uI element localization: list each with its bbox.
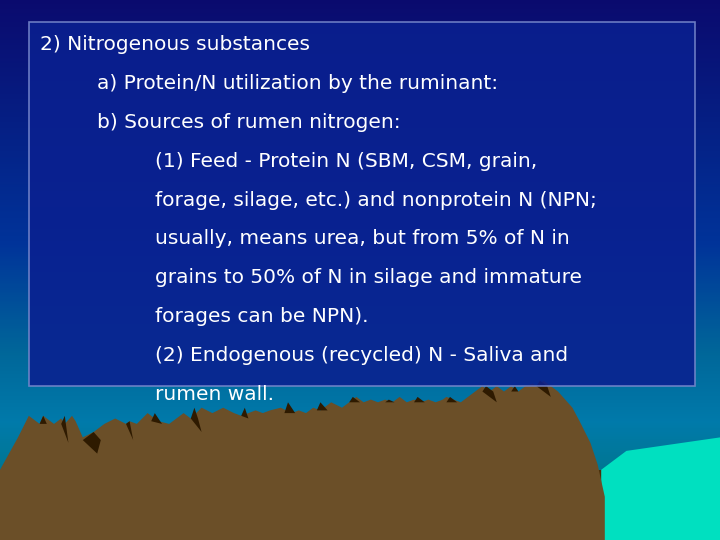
Polygon shape [126, 421, 133, 440]
Polygon shape [482, 386, 497, 402]
Polygon shape [511, 386, 518, 391]
Text: 2) Nitrogenous substances: 2) Nitrogenous substances [40, 35, 310, 54]
Polygon shape [284, 402, 295, 413]
Polygon shape [414, 397, 425, 402]
Polygon shape [191, 408, 202, 432]
Polygon shape [349, 397, 360, 402]
Polygon shape [40, 416, 47, 424]
Text: (2) Endogenous (recycled) N - Saliva and: (2) Endogenous (recycled) N - Saliva and [155, 346, 568, 365]
Text: a) Protein/N utilization by the ruminant:: a) Protein/N utilization by the ruminant… [97, 74, 498, 93]
Text: (1) Feed - Protein N (SBM, CSM, grain,: (1) Feed - Protein N (SBM, CSM, grain, [155, 152, 537, 171]
Text: b) Sources of rumen nitrogen:: b) Sources of rumen nitrogen: [97, 113, 401, 132]
Polygon shape [83, 432, 101, 454]
Text: forages can be NPN).: forages can be NPN). [155, 307, 369, 326]
Polygon shape [385, 400, 395, 402]
Polygon shape [61, 416, 68, 443]
Polygon shape [151, 413, 162, 424]
Polygon shape [317, 402, 328, 410]
Text: grains to 50% of N in silage and immature: grains to 50% of N in silage and immatur… [155, 268, 582, 287]
Polygon shape [446, 397, 457, 402]
Text: usually, means urea, but from 5% of N in: usually, means urea, but from 5% of N in [155, 230, 570, 248]
Text: forage, silage, etc.) and nonprotein N (NPN;: forage, silage, etc.) and nonprotein N (… [155, 191, 597, 210]
FancyBboxPatch shape [29, 22, 695, 386]
Polygon shape [241, 408, 248, 418]
Polygon shape [0, 381, 605, 540]
Polygon shape [0, 464, 720, 540]
Text: rumen wall.: rumen wall. [155, 385, 274, 404]
Polygon shape [536, 381, 551, 397]
Polygon shape [601, 437, 720, 540]
